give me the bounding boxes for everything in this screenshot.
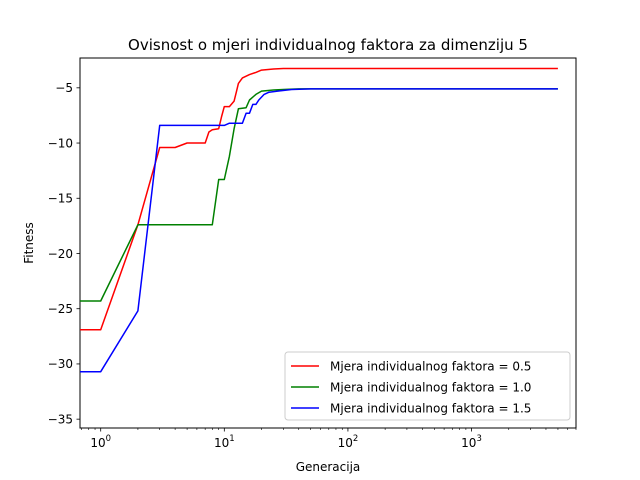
x-tick-label: 103: [461, 434, 482, 450]
legend-label-3: Mjera individualnog faktora = 1.5: [330, 401, 531, 415]
y-tick-label: −20: [48, 247, 73, 261]
x-tick-label: 102: [338, 434, 359, 450]
plot-frame: [79, 57, 577, 429]
legend: Mjera individualnog faktora = 0.5 Mjera i…: [284, 351, 571, 421]
y-tick-label: −35: [48, 412, 73, 426]
legend-label-1: Mjera individualnog faktora = 0.5: [330, 359, 531, 373]
legend-box: [284, 351, 571, 421]
x-axis: 100 101 102 103: [81, 428, 577, 450]
y-tick-label: −25: [48, 302, 73, 316]
y-tick-label: −30: [48, 357, 73, 371]
x-tick-label: 101: [214, 434, 235, 450]
x-tick-label: 100: [90, 434, 111, 450]
series-layer: [80, 67, 558, 373]
y-axis-label: Fitness: [22, 222, 36, 264]
y-tick-label: −10: [48, 136, 73, 150]
legend-label-2: Mjera individualnog faktora = 1.0: [330, 380, 531, 394]
plot-area: −35 −30 −25 −20 −15 −10 −5 100 101 102 103: [48, 57, 577, 450]
y-tick-label: −5: [55, 81, 73, 95]
y-tick-label: −15: [48, 192, 73, 206]
x-axis-label: Generacija: [296, 460, 361, 474]
series-line-3: [80, 88, 558, 373]
series-line-1: [80, 67, 558, 331]
y-axis: −35 −30 −25 −20 −15 −10 −5: [48, 81, 80, 426]
chart-title: Ovisnost o mjeri individualnog faktora z…: [128, 36, 528, 54]
